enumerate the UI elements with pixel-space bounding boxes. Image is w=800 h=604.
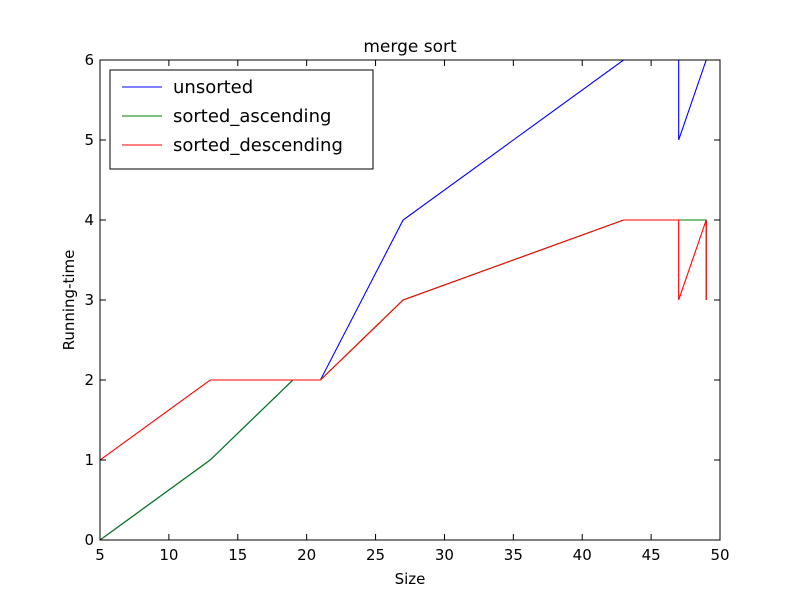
y-tick-label: 4 [84, 211, 94, 229]
series-layer [100, 60, 707, 540]
x-tick-label: 25 [366, 546, 385, 564]
x-tick-label: 15 [228, 546, 247, 564]
y-tick-label: 3 [84, 291, 94, 309]
y-tick-label: 2 [84, 371, 94, 389]
plot-frame [99, 59, 721, 541]
y-tick-label: 6 [84, 51, 94, 69]
legend: unsorted sorted_ascending sorted_descendin… [109, 69, 374, 170]
y-tick-label: 0 [84, 531, 94, 549]
x-axis-label: Size [395, 570, 426, 588]
x-tick-label: 50 [710, 546, 729, 564]
chart-title: merge sort [363, 37, 457, 57]
x-tick-label: 10 [159, 546, 178, 564]
x-tick-label: 35 [504, 546, 523, 564]
x-tick-label: 30 [435, 546, 454, 564]
y-axis-label: Running-time [60, 250, 78, 351]
y-tick-label: 1 [84, 451, 94, 469]
x-tick-label: 45 [642, 546, 661, 564]
legend-label: unsorted [173, 77, 253, 98]
series-line-sorted-descending [100, 219, 707, 461]
x-tick-label: 5 [95, 546, 105, 564]
x-tick-label: 40 [573, 546, 592, 564]
legend-label: sorted_ascending [173, 106, 331, 127]
legend-label: sorted_descending [173, 135, 343, 156]
x-tick-label: 20 [297, 546, 316, 564]
y-tick-label: 5 [84, 131, 94, 149]
